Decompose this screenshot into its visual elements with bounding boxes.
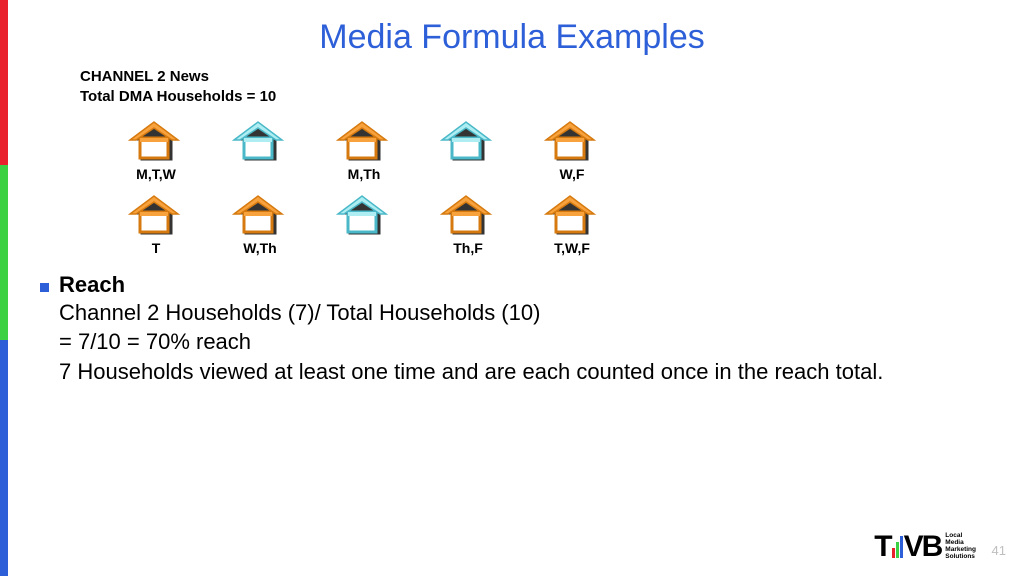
house-cell: W,Th <box>224 192 296 258</box>
house-icon <box>128 192 184 238</box>
house-icon <box>232 118 288 164</box>
house-icon <box>544 192 600 238</box>
subtitle-line2: Total DMA Households = 10 <box>80 87 1024 107</box>
logo-letter-b: B <box>922 530 942 564</box>
house-cell: T,W,F <box>536 192 608 258</box>
house-icon <box>232 192 288 238</box>
subtitle-line1: CHANNEL 2 News <box>80 67 1024 87</box>
bullet-line3: 7 Households viewed at least one time an… <box>59 357 994 387</box>
bullet-header: Reach <box>40 272 994 298</box>
house-icon <box>440 192 496 238</box>
logo-tag4: Solutions <box>945 554 976 561</box>
house-cell <box>328 192 400 258</box>
house-row-2: T W,Th Th,F T,W,F <box>120 192 1024 258</box>
bullet-icon <box>40 283 49 292</box>
house-label: T <box>152 240 161 258</box>
house-label: W,F <box>560 166 585 184</box>
bullet-line1: Channel 2 Households (7)/ Total Househol… <box>59 298 994 328</box>
logo-tagline: Local Media Marketing Solutions <box>945 533 976 560</box>
house-icon <box>336 192 392 238</box>
houses-grid: M,T,W M,Th W,F T <box>120 118 1024 258</box>
slide-title: Media Formula Examples <box>0 0 1024 57</box>
logo-letter-t: T <box>874 530 890 564</box>
house-cell <box>432 118 504 184</box>
house-row-1: M,T,W M,Th W,F <box>120 118 1024 184</box>
subtitle-block: CHANNEL 2 News Total DMA Households = 10 <box>80 67 1024 108</box>
house-cell: Th,F <box>432 192 504 258</box>
house-label: T,W,F <box>554 240 590 258</box>
page-number: 41 <box>992 543 1006 558</box>
house-cell <box>224 118 296 184</box>
house-cell: M,T,W <box>120 118 192 184</box>
house-icon <box>336 118 392 164</box>
house-cell: T <box>120 192 192 258</box>
house-icon <box>440 118 496 164</box>
house-label: M,Th <box>348 166 381 184</box>
house-cell: M,Th <box>328 118 400 184</box>
logo-letter-v: V <box>904 530 922 564</box>
bullet-section: Reach Channel 2 Households (7)/ Total Ho… <box>40 272 1024 387</box>
bullet-line2: = 7/10 = 70% reach <box>59 327 994 357</box>
bullet-title: Reach <box>59 272 125 298</box>
bullet-body: Channel 2 Households (7)/ Total Househol… <box>59 298 994 387</box>
house-icon <box>128 118 184 164</box>
house-label: Th,F <box>453 240 483 258</box>
house-label: W,Th <box>243 240 276 258</box>
tvb-logo: T V B Local Media Marketing Solutions <box>874 530 976 564</box>
house-cell: W,F <box>536 118 608 184</box>
house-label: M,T,W <box>136 166 176 184</box>
house-icon <box>544 118 600 164</box>
logo-bars-icon <box>892 536 903 558</box>
